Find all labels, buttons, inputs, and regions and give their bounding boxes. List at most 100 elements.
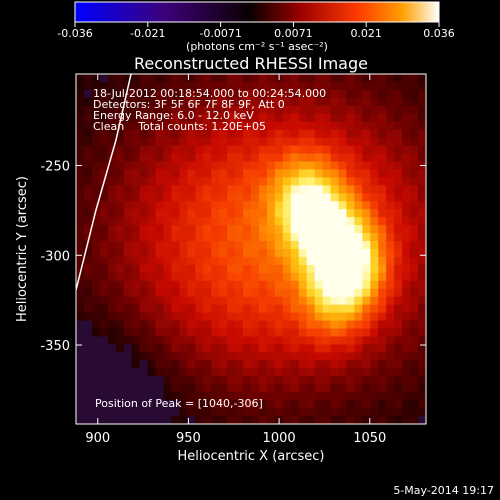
heatmap-cell <box>91 288 101 298</box>
heatmap-cell <box>290 416 300 424</box>
heatmap-cell <box>83 400 93 409</box>
heatmap-cell <box>314 360 324 369</box>
heatmap-cell <box>203 89 212 99</box>
heatmap-cell <box>354 129 363 139</box>
heatmap-cell <box>219 368 228 377</box>
heatmap-cell <box>290 296 300 306</box>
heatmap-cell <box>171 89 180 99</box>
heatmap-cell <box>330 169 340 178</box>
heatmap-cell <box>251 217 260 226</box>
heatmap-cell <box>274 408 284 417</box>
heatmap-cell <box>322 153 332 163</box>
heatmap-cell <box>76 344 85 353</box>
heatmap-cell <box>107 153 117 163</box>
heatmap-cell <box>219 400 228 409</box>
heatmap-cell <box>139 177 149 186</box>
heatmap-cell <box>139 288 149 298</box>
heatmap-cell <box>370 129 379 139</box>
heatmap-cell <box>123 169 133 178</box>
heatmap-cell <box>171 225 180 234</box>
heatmap-cell <box>338 288 348 298</box>
heatmap-cell <box>179 288 188 298</box>
heatmap-cell <box>418 392 426 401</box>
heatmap-cell <box>235 416 244 424</box>
heatmap-cell <box>362 336 371 346</box>
heatmap-cell <box>274 384 284 393</box>
heatmap-cell <box>402 89 411 99</box>
heatmap-cell <box>258 81 268 91</box>
heatmap-cell <box>163 400 173 409</box>
heatmap-cell <box>171 408 180 417</box>
heatmap-cell <box>83 352 93 361</box>
heatmap-cell <box>131 145 141 155</box>
heatmap-cell <box>99 145 109 155</box>
heatmap-cell <box>99 225 109 234</box>
heatmap-cell <box>298 209 308 218</box>
heatmap-cell <box>155 105 165 115</box>
heatmap-cell <box>330 272 340 282</box>
heatmap-cell <box>282 105 292 115</box>
heatmap-cell <box>251 137 260 147</box>
heatmap-cell <box>83 360 93 369</box>
heatmap-cell <box>155 288 165 298</box>
heatmap-cell <box>354 328 363 338</box>
heatmap-cell <box>83 105 93 115</box>
heatmap-cell <box>171 280 180 290</box>
heatmap-cell <box>306 416 316 424</box>
heatmap-cell <box>338 185 348 194</box>
heatmap-cell <box>306 89 316 99</box>
heatmap-cell <box>83 312 93 322</box>
heatmap-cell <box>195 416 204 424</box>
heatmap-cell <box>266 392 276 401</box>
heatmap-cell <box>195 81 204 91</box>
heatmap-cell <box>314 169 324 178</box>
heatmap-cell <box>298 304 308 314</box>
heatmap-cell <box>290 225 300 234</box>
heatmap-cell <box>306 288 316 298</box>
heatmap-cell <box>322 177 332 186</box>
heatmap-cell <box>346 169 355 178</box>
heatmap-cell <box>123 368 133 377</box>
heatmap-cell <box>370 264 379 274</box>
heatmap-cell <box>370 376 379 385</box>
heatmap-cell <box>306 400 316 409</box>
heatmap-cell <box>203 400 212 409</box>
heatmap-cell <box>314 201 324 210</box>
heatmap-cell <box>171 288 180 298</box>
heatmap-cell <box>386 217 395 226</box>
heatmap-cell <box>83 169 93 178</box>
solar-limb-line <box>76 74 132 291</box>
heatmap-cell <box>410 264 419 274</box>
heatmap-cell <box>163 376 173 385</box>
heatmap-cell <box>402 74 411 83</box>
heatmap-cell <box>282 193 292 202</box>
heatmap-cell <box>378 304 387 314</box>
heatmap-cell <box>402 121 411 131</box>
heatmap-cell <box>314 352 324 361</box>
heatmap-cell <box>394 320 403 330</box>
heatmap-cell <box>251 177 260 186</box>
heatmap-cell <box>147 225 157 234</box>
heatmap-cell <box>235 376 244 385</box>
heatmap-cell <box>131 193 141 202</box>
heatmap-cell <box>322 105 332 115</box>
heatmap-cell <box>243 344 252 353</box>
heatmap-cell <box>179 312 188 322</box>
heatmap-cell <box>402 304 411 314</box>
heatmap-cell <box>394 328 403 338</box>
heatmap-cell <box>91 352 101 361</box>
heatmap-cell <box>171 81 180 91</box>
heatmap-cell <box>378 137 387 147</box>
heatmap-cell <box>227 336 236 346</box>
heatmap-cell <box>235 241 244 250</box>
heatmap-cell <box>306 74 316 83</box>
heatmap-cell <box>266 137 276 147</box>
heatmap-cell <box>322 320 332 330</box>
heatmap-cell <box>378 201 387 210</box>
heatmap-cell <box>251 256 260 266</box>
heatmap-cell <box>203 272 212 282</box>
heatmap-cell <box>330 225 340 234</box>
heatmap-cell <box>155 368 165 377</box>
heatmap-cell <box>338 256 348 266</box>
